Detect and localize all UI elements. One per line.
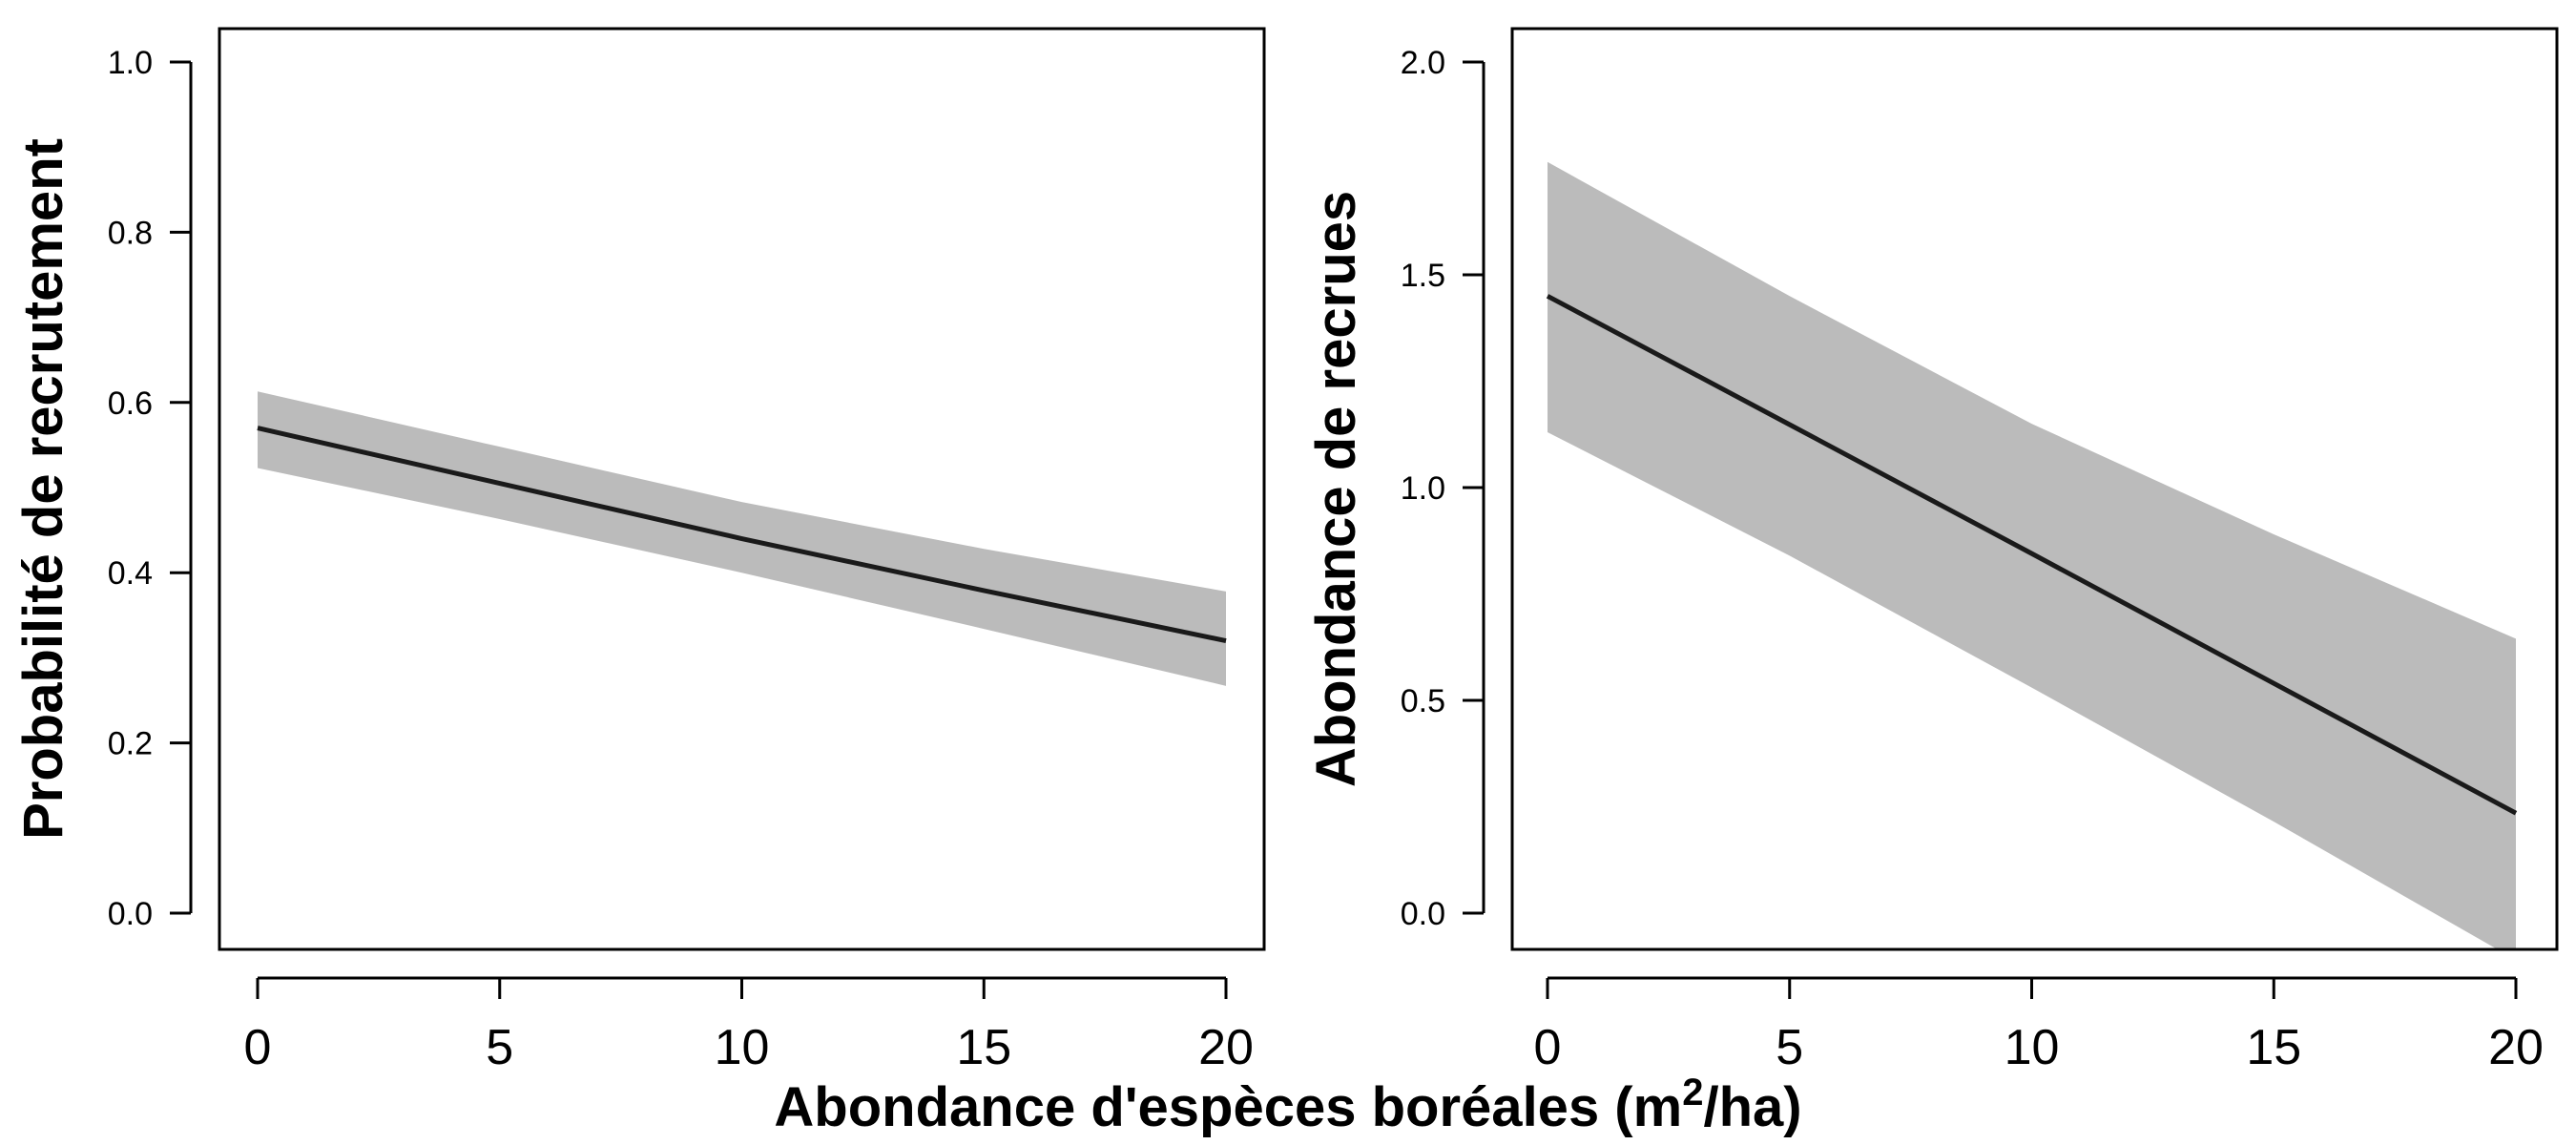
y-tick-label: 0.0 (1401, 896, 1445, 932)
y-axis-title: Probabilité de recrutement (12, 138, 74, 840)
y-tick-label: 1.0 (108, 45, 153, 81)
y-tick-label: 1.5 (1401, 258, 1445, 294)
plot-frame (218, 27, 1266, 951)
x-tick-label: 15 (2246, 1020, 2301, 1075)
fitted-line (257, 426, 1227, 644)
x-tick-label: 0 (244, 1020, 272, 1075)
x-tick-label: 10 (2005, 1020, 2060, 1075)
y-tick-label: 0.2 (108, 726, 153, 762)
y-tick-label: 0.5 (1401, 683, 1445, 719)
y-tick-label: 0.0 (108, 896, 153, 932)
x-tick-label: 0 (1534, 1020, 1562, 1075)
fitted-line (1546, 294, 2518, 816)
x-tick-label: 5 (486, 1020, 513, 1075)
y-tick-label: 0.6 (108, 385, 153, 422)
x-tick-label: 20 (1198, 1020, 1254, 1075)
x-axis-title-main: Abondance d'espèces boréales (m (774, 1076, 1682, 1138)
y-tick-label: 0.4 (108, 555, 153, 592)
y-tick-label: 0.8 (108, 215, 153, 251)
x-axis-title-superscript: 2 (1682, 1072, 1703, 1114)
confidence-band (1548, 161, 2516, 949)
x-axis-title-suffix: /ha) (1703, 1076, 1801, 1138)
plot-frame (1510, 27, 2559, 951)
x-tick-label: 20 (2488, 1020, 2544, 1075)
shared-x-axis-title: Abondance d'espèces boréales (m2/ha) (774, 1072, 1801, 1138)
y-axis-title: Abondance de recrues (1305, 191, 1367, 787)
left-panel: 0.0 0.2 0.4 0.6 0.8 1.0 0 5 10 15 20 Probabilité de… (12, 27, 1266, 1075)
y-tick-label: 2.0 (1401, 45, 1445, 81)
right-panel: 0.0 0.5 1.0 1.5 2.0 0 5 10 15 20 Abondance de recr… (1305, 27, 2559, 1075)
x-tick-label: 10 (715, 1020, 770, 1075)
x-tick-label: 15 (956, 1020, 1011, 1075)
y-tick-label: 1.0 (1401, 470, 1445, 507)
x-tick-label: 5 (1776, 1020, 1803, 1075)
